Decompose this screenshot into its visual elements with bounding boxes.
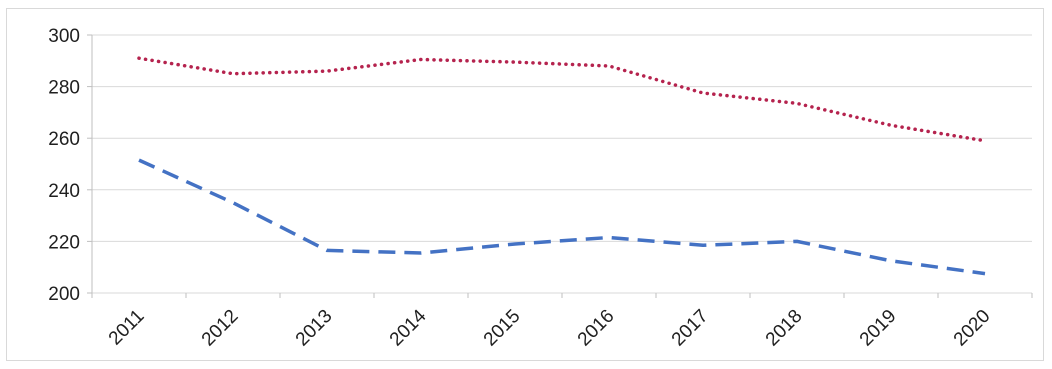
data-point (513, 60, 517, 64)
y-tick-label: 220 (48, 232, 80, 253)
y-tick-label: 260 (48, 129, 80, 150)
y-axis-tick-labels: 200 220 240 260 280 300 (48, 26, 80, 305)
data-point (325, 248, 329, 252)
data-point (795, 239, 799, 243)
axes (87, 34, 1033, 298)
data-point (889, 259, 893, 263)
gridlines (92, 34, 1032, 294)
x-tick-label: 2012 (198, 306, 243, 351)
data-point (889, 123, 893, 127)
data-point (137, 158, 141, 162)
data-point (513, 242, 517, 246)
data-point (983, 272, 987, 276)
data-point (419, 251, 423, 255)
data-point (137, 56, 141, 60)
x-tick-label: 2011 (105, 306, 149, 350)
data-point (231, 201, 235, 205)
y-tick-label: 240 (48, 181, 80, 202)
data-point (231, 72, 235, 76)
y-tick-label: 200 (48, 284, 80, 305)
data-point (795, 101, 799, 105)
y-tick-label: 300 (48, 26, 80, 47)
chart-frame (6, 8, 1044, 361)
x-tick-label: 2014 (386, 305, 431, 350)
series-line-dotted-red (137, 56, 987, 143)
series-lines (137, 56, 987, 276)
data-point (419, 58, 423, 62)
y-tick-label: 280 (48, 78, 80, 99)
data-point (701, 243, 705, 247)
x-axis-tick-labels: 2011 2012 2013 2014 2015 2016 2017 2018 2019 2020 (105, 305, 995, 350)
x-tick-label: 2017 (668, 306, 713, 351)
x-tick-label: 2019 (856, 306, 901, 351)
data-point (701, 91, 705, 95)
data-point (607, 64, 611, 68)
series-line-dashed-blue (138, 158, 986, 276)
x-tick-label: 2020 (950, 306, 995, 351)
data-point (983, 139, 987, 143)
x-tick-label: 2016 (574, 306, 619, 351)
x-tick-label: 2013 (292, 306, 337, 351)
x-tick-label: 2018 (762, 306, 807, 351)
data-point (325, 69, 329, 73)
data-point (607, 236, 611, 240)
x-tick-label: 2015 (480, 306, 525, 351)
